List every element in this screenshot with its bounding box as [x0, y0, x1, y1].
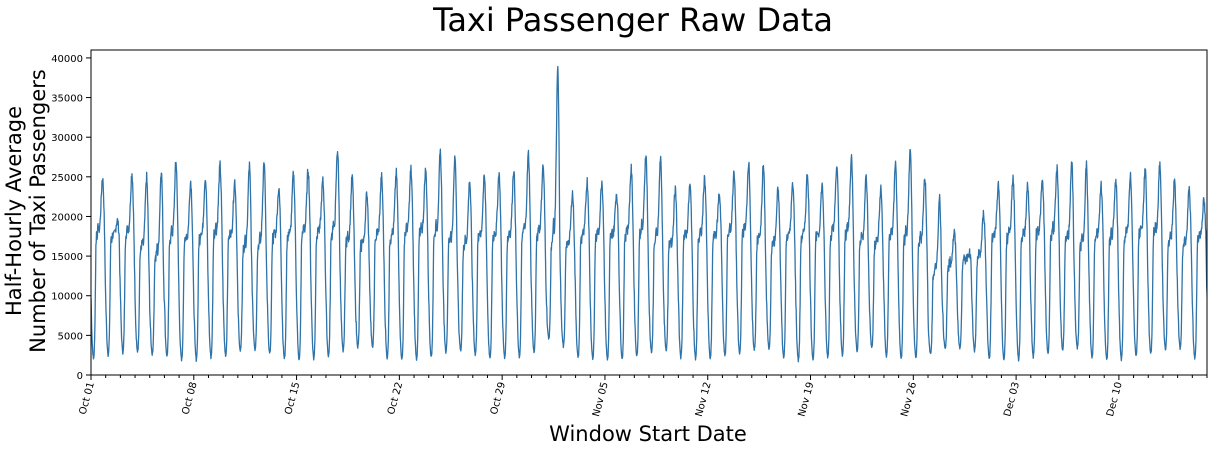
y-tick-label: 0 [77, 371, 83, 382]
plot-frame [90, 49, 1208, 376]
x-axis-label: Window Start Date [549, 422, 747, 446]
y-tick-label: 20000 [51, 212, 83, 223]
y-tick-label: 35000 [51, 94, 83, 105]
y-tick-label: 5000 [58, 331, 83, 342]
series-line [91, 65, 1207, 363]
y-tick-label: 30000 [51, 133, 83, 144]
y-tick-label: 10000 [51, 292, 83, 303]
y-axis-label-line2: Number of Taxi Passengers [26, 69, 50, 353]
y-axis-label-line1: Half-Hourly Average [2, 106, 26, 316]
y-axis-ticks: 0 5000 10000 15000 20000 25000 30000 35000 40000 [51, 54, 91, 382]
y-tick-label: 15000 [51, 252, 83, 263]
y-tick-label: 40000 [51, 54, 83, 65]
y-tick-label: 25000 [51, 173, 83, 184]
chart-title: Taxi Passenger Raw Data [432, 1, 833, 39]
